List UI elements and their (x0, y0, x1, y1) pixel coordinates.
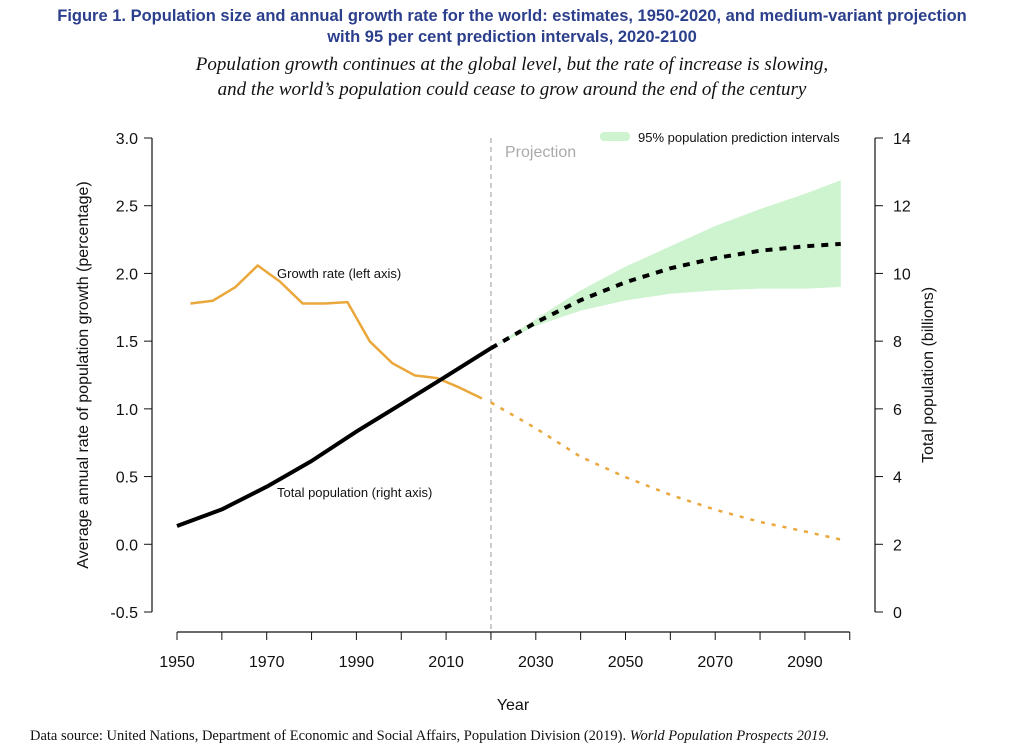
population-line (176, 346, 493, 528)
y-right-axis-label: Total population (billions) (920, 287, 937, 463)
x-tick-label: 1970 (249, 654, 285, 671)
y-right-tick-label: 0 (893, 605, 902, 622)
growth-series-label: Growth rate (left axis) (277, 266, 401, 281)
legend-label: 95% population prediction intervals (638, 130, 840, 145)
x-tick-label: 1950 (159, 654, 195, 671)
legend-swatch (600, 132, 630, 141)
title-line-1: Figure 1. Population size and annual gro… (57, 7, 967, 25)
x-tick-label: 2010 (428, 654, 464, 671)
figure-title: Figure 1. Population size and annual gro… (0, 6, 1024, 48)
population-series-label: Total population (right axis) (277, 485, 432, 500)
subtitle-line-1: Population growth continues at the globa… (195, 54, 829, 75)
y-right-tick-label: 4 (893, 470, 902, 487)
y-left-tick-label: 0.5 (116, 470, 138, 487)
y-right-tick-label: 14 (893, 131, 911, 148)
source-title: World Population Prospects 2019. (629, 728, 830, 744)
y-left-tick-label: 0.0 (116, 537, 138, 554)
x-tick-label: 1990 (339, 654, 375, 671)
subtitle-line-2: and the world’s population could cease t… (217, 79, 807, 100)
growth-rate-projection-line (490, 401, 842, 541)
y-right-tick-label: 10 (893, 266, 911, 283)
y-left-tick-label: 2.5 (116, 199, 138, 216)
population-projection-line (489, 241, 841, 350)
title-line-2: with 95 per cent prediction intervals, 2… (327, 28, 697, 46)
source-text: Data source: United Nations, Department … (30, 728, 630, 744)
y-left-axis-label: Average annual rate of population growth… (75, 181, 92, 569)
x-tick-label: 2090 (787, 654, 823, 671)
x-tick-label: 2030 (518, 654, 554, 671)
y-left-tick-label: 2.0 (116, 266, 138, 283)
y-left-tick-label: -0.5 (110, 605, 138, 622)
y-right-tick-label: 8 (893, 334, 902, 351)
y-left-tick-label: 3.0 (116, 131, 138, 148)
prediction-interval-band (490, 180, 841, 349)
x-axis-label: Year (497, 697, 530, 714)
y-right-tick-label: 6 (893, 402, 902, 419)
projection-label: Projection (505, 144, 576, 161)
figure-subtitle: Population growth continues at the globa… (0, 52, 1024, 102)
y-right-tick-label: 12 (893, 199, 911, 216)
growth-rate-line (190, 264, 483, 400)
x-tick-label: 2050 (608, 654, 644, 671)
data-source: Data source: United Nations, Department … (30, 728, 829, 745)
x-tick-label: 2070 (697, 654, 733, 671)
y-left-tick-label: 1.0 (116, 402, 138, 419)
y-left-tick-label: 1.5 (116, 334, 138, 351)
y-right-tick-label: 2 (893, 537, 902, 554)
